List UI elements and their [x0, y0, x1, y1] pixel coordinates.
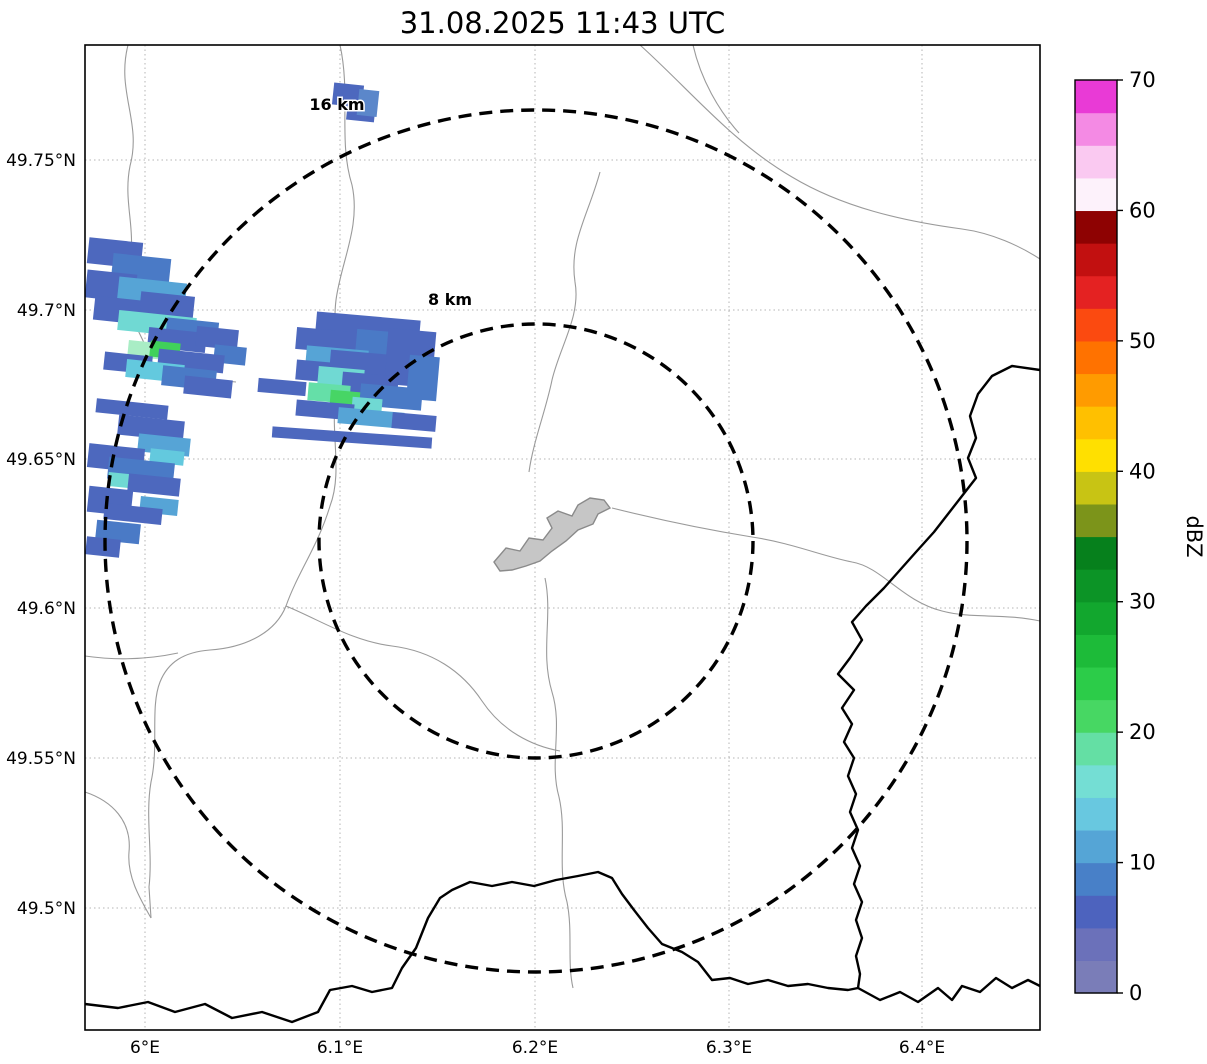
x-tick-label: 6.3°E — [706, 1038, 752, 1058]
admin-boundary — [611, 507, 1041, 622]
colorbar-frame — [1074, 79, 1118, 994]
echo-cell — [127, 473, 181, 497]
echo-cell — [391, 412, 437, 432]
admin-boundary — [639, 44, 1041, 260]
colorbar-segment — [1075, 699, 1117, 733]
colorbar-tick-label: 0 — [1129, 981, 1142, 1005]
y-tick-label: 49.65°N — [6, 450, 76, 470]
map-frame — [84, 44, 1041, 1031]
colorbar-segment — [1075, 112, 1117, 146]
admin-boundary — [285, 605, 561, 752]
colorbar-tick-label: 40 — [1129, 459, 1156, 483]
y-tick-label: 49.55°N — [6, 749, 76, 769]
country-border — [836, 364, 1041, 989]
colorbar-segment — [1075, 927, 1117, 961]
echo-cell — [95, 398, 169, 420]
colorbar-segment — [1075, 275, 1117, 309]
colorbar-segment — [1075, 797, 1117, 831]
colorbar-segment — [1075, 373, 1117, 407]
colorbar-segment — [1075, 177, 1117, 212]
colorbar-segment — [1075, 829, 1117, 864]
y-tick-label: 49.5°N — [17, 899, 76, 919]
echo-cell — [183, 375, 233, 399]
echo-cell — [85, 536, 121, 558]
colorbar-tick-label: 30 — [1129, 590, 1156, 614]
country-border — [857, 976, 1041, 1004]
colorbar-segment — [1075, 80, 1117, 114]
y-tick-label: 49.6°N — [17, 599, 76, 619]
colorbar-tick-label: 20 — [1129, 720, 1156, 744]
echo-cell — [257, 377, 307, 397]
colorbar-tick-label: 10 — [1129, 851, 1156, 875]
echo-cell — [356, 89, 380, 117]
y-tick-label: 49.75°N — [6, 151, 76, 171]
city-area — [493, 497, 612, 572]
colorbar-segment — [1075, 438, 1117, 472]
echo-cell — [195, 325, 239, 351]
range-ring-label: 8 km — [428, 290, 472, 309]
admin-boundary — [84, 791, 152, 919]
admin-boundary — [544, 577, 574, 989]
colorbar-segment — [1075, 960, 1117, 994]
colorbar-segment — [1075, 601, 1117, 635]
range-ring-8km — [317, 322, 755, 760]
admin-boundary — [528, 171, 601, 473]
colorbar-segment — [1075, 634, 1117, 668]
colorbar-segment — [1075, 406, 1117, 440]
country-border — [84, 870, 859, 1024]
colorbar-segment — [1075, 732, 1117, 766]
colorbar-segment — [1075, 210, 1117, 244]
colorbar-segment — [1075, 895, 1117, 929]
plot-title: 31.08.2025 11:43 UTC — [399, 6, 726, 40]
colorbar-segment — [1075, 536, 1117, 570]
x-tick-label: 6.4°E — [899, 1038, 945, 1058]
admin-boundary — [148, 44, 355, 919]
colorbar-segment — [1075, 308, 1117, 342]
range-ring-16km — [103, 108, 969, 974]
colorbar-segment — [1075, 145, 1117, 179]
echo-cell — [149, 448, 185, 466]
colorbar-segment — [1075, 340, 1117, 375]
colorbar-tick-label: 60 — [1129, 198, 1156, 222]
colorbar-segment — [1075, 471, 1117, 505]
x-tick-label: 6.2°E — [512, 1038, 558, 1058]
colorbar-segment — [1075, 862, 1117, 896]
x-tick-label: 6.1°E — [317, 1038, 363, 1058]
colorbar-segment — [1075, 503, 1117, 538]
colorbar-tick-label: 50 — [1129, 329, 1156, 353]
admin-boundary — [692, 44, 740, 134]
echo-cell — [138, 291, 196, 319]
colorbar-segment — [1075, 764, 1117, 798]
colorbar-segment — [1075, 666, 1117, 701]
echo-cell — [271, 426, 433, 449]
x-tick-label: 6°E — [130, 1038, 160, 1058]
admin-boundary — [84, 652, 179, 660]
echo-cell — [117, 414, 185, 442]
colorbar-segment — [1075, 243, 1117, 277]
range-ring-label: 16 km — [309, 95, 364, 114]
echo-cell — [103, 503, 163, 525]
colorbar-segment — [1075, 569, 1117, 603]
y-tick-label: 49.7°N — [17, 301, 76, 321]
colorbar-label: dBZ — [1182, 515, 1206, 557]
colorbar-tick-label: 70 — [1129, 68, 1156, 92]
